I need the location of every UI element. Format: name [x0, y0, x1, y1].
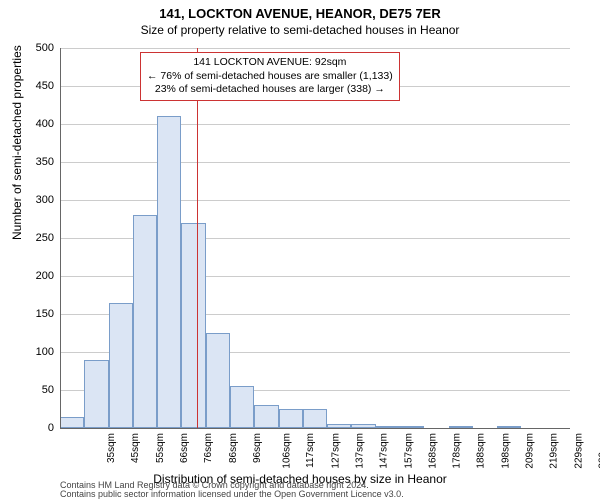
chart-area: 05010015020025030035040045050035sqm45sqm… — [60, 48, 570, 428]
y-tick-label: 350 — [14, 156, 54, 168]
gridline — [60, 162, 570, 163]
x-tick-label: 137sqm — [355, 433, 366, 469]
y-tick-label: 150 — [14, 308, 54, 320]
y-tick-label: 450 — [14, 80, 54, 92]
callout-line: 23% of semi-detached houses are larger (… — [147, 83, 393, 97]
y-tick-label: 400 — [14, 118, 54, 130]
y-tick-label: 0 — [14, 422, 54, 434]
histogram-bar — [230, 386, 254, 428]
histogram-bar — [84, 360, 108, 428]
gridline — [60, 200, 570, 201]
x-tick-label: 219sqm — [549, 433, 560, 469]
attribution-line-2: Contains public sector information licen… — [60, 490, 404, 499]
histogram-bar — [133, 215, 157, 428]
y-tick-label: 500 — [14, 42, 54, 54]
x-tick-label: 157sqm — [403, 433, 414, 469]
x-tick-label: 76sqm — [203, 433, 214, 463]
x-axis-line — [60, 428, 570, 429]
x-tick-label: 229sqm — [573, 433, 584, 469]
callout-line: ← 76% of semi-detached houses are smalle… — [147, 70, 393, 84]
histogram-bar — [206, 333, 230, 428]
x-tick-label: 96sqm — [252, 433, 263, 463]
y-tick-label: 50 — [14, 384, 54, 396]
x-tick-label: 168sqm — [427, 433, 438, 469]
y-tick-label: 200 — [14, 270, 54, 282]
x-tick-label: 35sqm — [106, 433, 117, 463]
y-axis-line — [60, 48, 61, 428]
x-tick-label: 209sqm — [525, 433, 536, 469]
histogram-bar — [109, 303, 133, 428]
histogram-bar — [60, 417, 84, 428]
callout-box: 141 LOCKTON AVENUE: 92sqm← 76% of semi-d… — [140, 52, 400, 101]
gridline — [60, 48, 570, 49]
histogram-bar — [303, 409, 327, 428]
x-tick-label: 147sqm — [379, 433, 390, 469]
x-tick-label: 66sqm — [179, 433, 190, 463]
histogram-bar — [254, 405, 278, 428]
callout-line: 141 LOCKTON AVENUE: 92sqm — [147, 56, 393, 70]
y-tick-label: 300 — [14, 194, 54, 206]
x-tick-label: 127sqm — [330, 433, 341, 469]
gridline — [60, 124, 570, 125]
histogram-bar — [279, 409, 303, 428]
y-tick-label: 100 — [14, 346, 54, 358]
x-tick-label: 55sqm — [155, 433, 166, 463]
x-tick-label: 188sqm — [476, 433, 487, 469]
x-tick-label: 178sqm — [452, 433, 463, 469]
y-axis-label: Number of semi-detached properties — [10, 45, 24, 240]
histogram-bar — [157, 116, 181, 428]
x-tick-label: 117sqm — [305, 433, 316, 468]
histogram-bar — [181, 223, 205, 428]
page-subtitle: Size of property relative to semi-detach… — [0, 21, 600, 37]
reference-line — [197, 48, 198, 428]
x-tick-label: 86sqm — [228, 433, 239, 463]
y-tick-label: 250 — [14, 232, 54, 244]
histogram-plot: 05010015020025030035040045050035sqm45sqm… — [60, 48, 570, 428]
page-title: 141, LOCKTON AVENUE, HEANOR, DE75 7ER — [0, 0, 600, 21]
x-tick-label: 45sqm — [130, 433, 141, 463]
attribution-text: Contains HM Land Registry data © Crown c… — [60, 481, 404, 499]
x-tick-label: 198sqm — [500, 433, 511, 469]
x-tick-label: 106sqm — [282, 433, 293, 469]
